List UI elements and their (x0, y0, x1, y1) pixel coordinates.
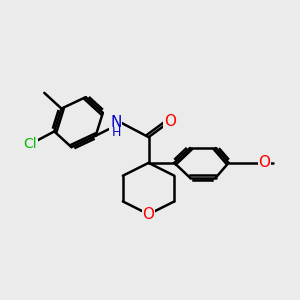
Text: N: N (110, 116, 122, 130)
Text: H: H (112, 125, 121, 139)
Text: O: O (164, 114, 176, 129)
Text: O: O (142, 207, 154, 222)
Text: Cl: Cl (23, 137, 37, 151)
Text: O: O (259, 155, 271, 170)
